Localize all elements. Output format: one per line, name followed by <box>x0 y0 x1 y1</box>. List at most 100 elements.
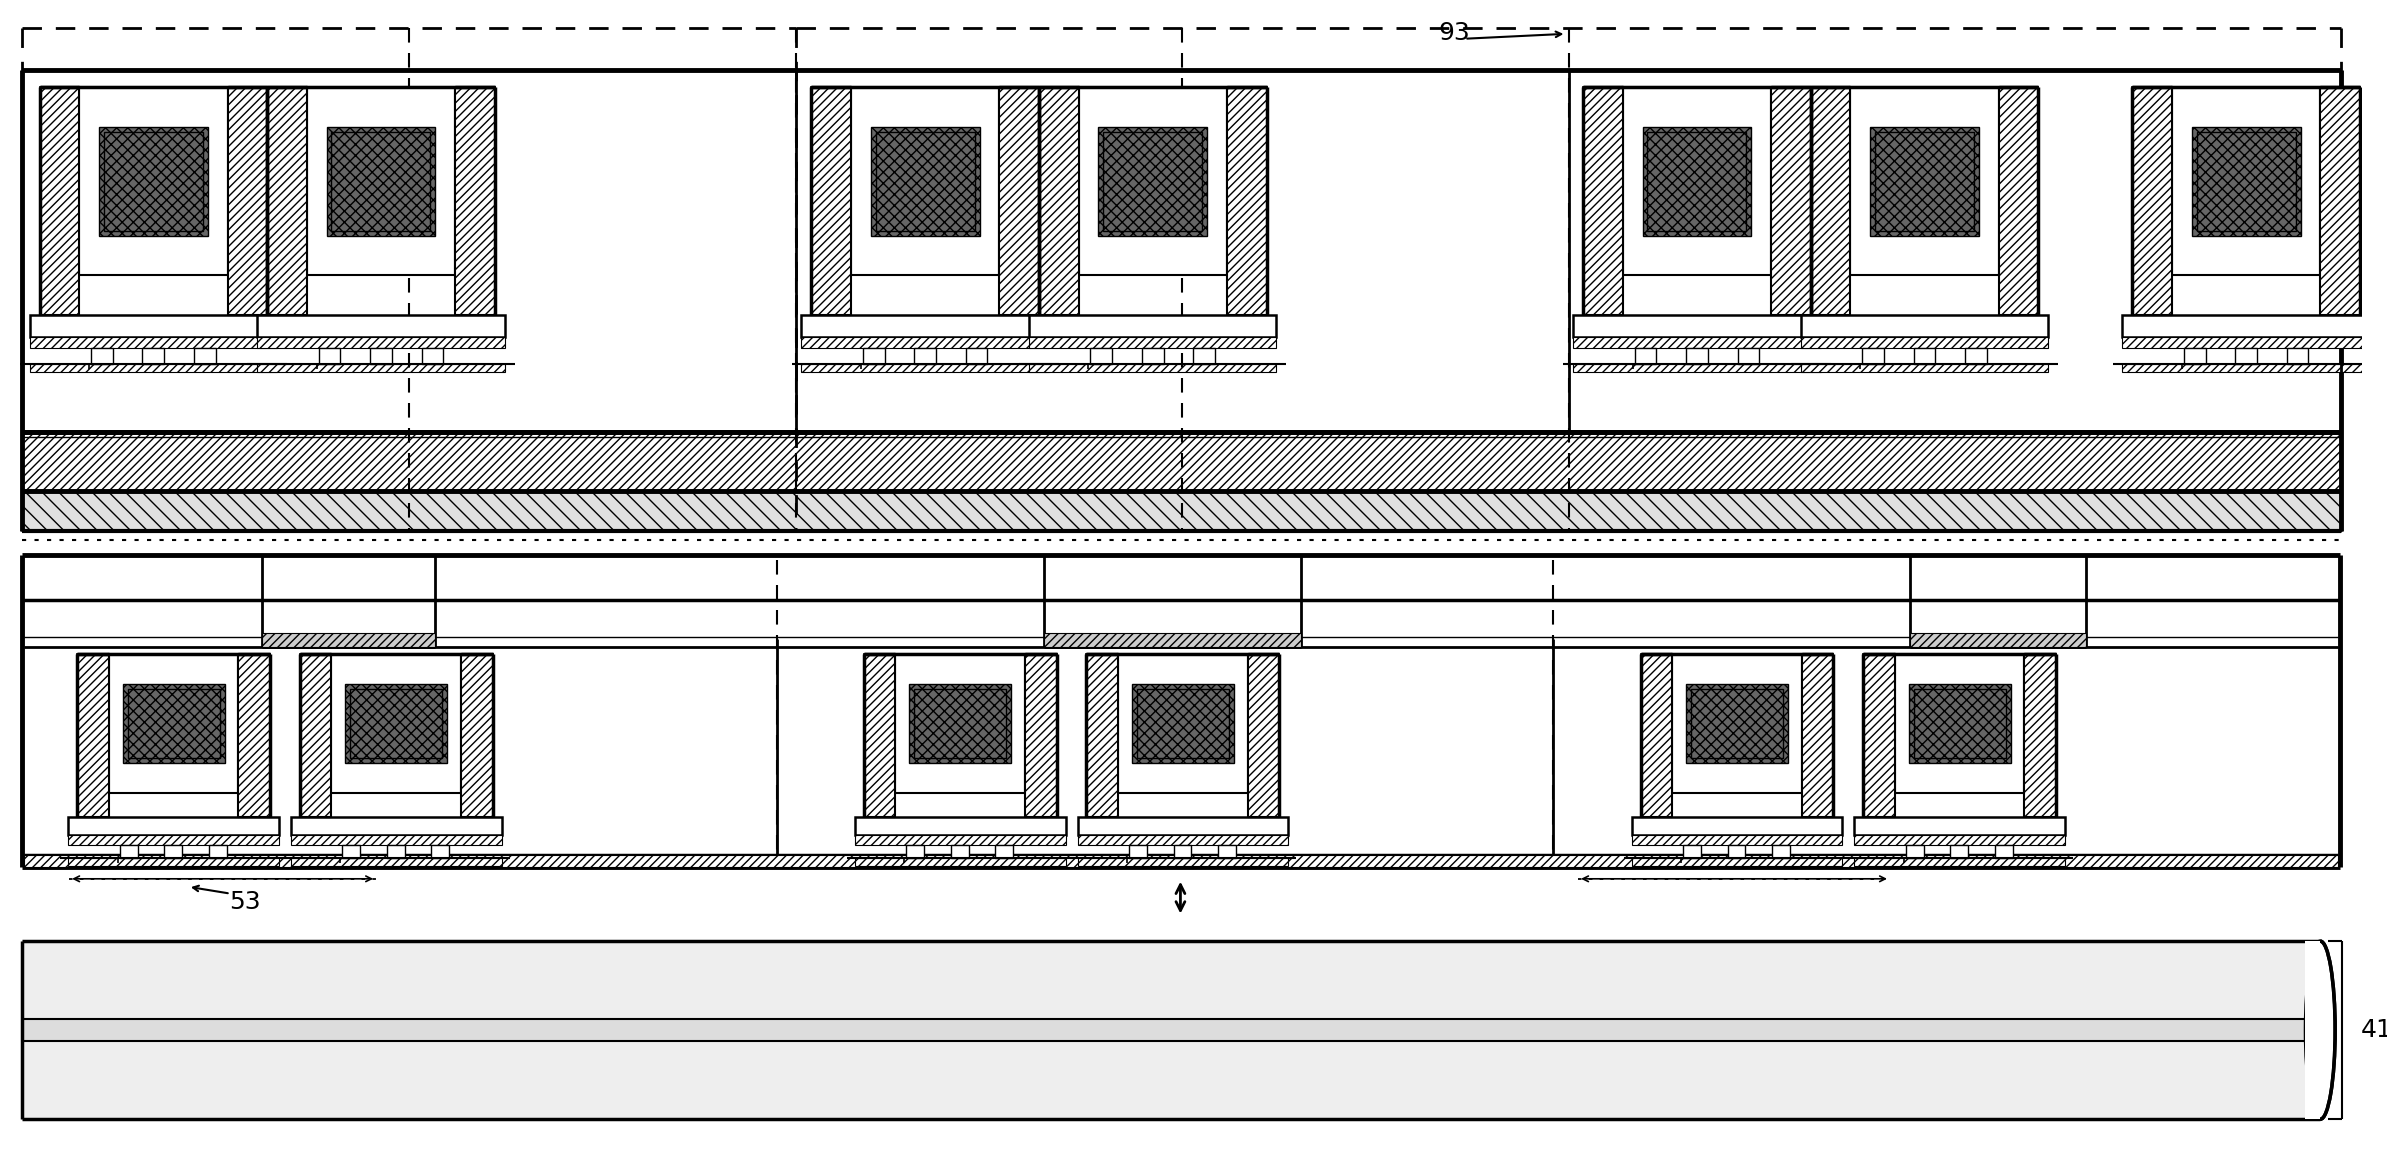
Bar <box>69 858 279 866</box>
Bar <box>2196 132 2296 230</box>
Bar <box>387 845 406 858</box>
Bar <box>1771 87 1812 315</box>
Bar <box>1690 689 1783 758</box>
Bar <box>1136 689 1229 758</box>
Bar <box>1227 87 1267 315</box>
Bar <box>432 845 449 858</box>
Bar <box>1800 337 2048 349</box>
Bar <box>1174 845 1191 858</box>
Bar <box>1914 689 2005 758</box>
Bar <box>2184 349 2206 365</box>
Bar <box>24 855 2339 867</box>
Bar <box>1077 858 1289 866</box>
Bar <box>1633 835 1843 845</box>
Bar <box>1029 315 1277 337</box>
Bar <box>1248 654 1279 818</box>
Bar <box>2306 941 2320 1120</box>
Bar <box>1685 684 1788 763</box>
Bar <box>41 87 79 315</box>
Bar <box>258 315 504 337</box>
Bar <box>21 1019 2320 1041</box>
Bar <box>79 87 227 276</box>
Bar <box>1771 845 1790 858</box>
Bar <box>1024 654 1057 818</box>
Bar <box>812 87 850 315</box>
Bar <box>850 87 1000 276</box>
Bar <box>461 654 492 818</box>
Ellipse shape <box>2306 941 2334 1120</box>
Bar <box>1091 349 1112 365</box>
Bar <box>1802 654 1833 818</box>
Bar <box>2024 654 2055 818</box>
Bar <box>98 127 208 236</box>
Bar <box>1965 349 1986 365</box>
Bar <box>351 689 442 758</box>
Bar <box>1029 365 1277 372</box>
Bar <box>105 132 203 230</box>
Bar <box>1077 818 1289 835</box>
Bar <box>21 555 2339 867</box>
Bar <box>29 337 277 349</box>
Bar <box>1194 349 1215 365</box>
Bar <box>21 491 2342 530</box>
Bar <box>1103 132 1203 230</box>
Bar <box>258 365 504 372</box>
Bar <box>76 654 110 818</box>
Bar <box>341 845 360 858</box>
Bar <box>1914 349 1936 365</box>
Bar <box>69 818 279 835</box>
Bar <box>2122 337 2370 349</box>
Bar <box>1000 87 1038 315</box>
Bar <box>91 349 112 365</box>
Bar <box>110 654 239 793</box>
Bar <box>21 71 2342 432</box>
Bar <box>1895 654 2024 793</box>
Bar <box>127 689 220 758</box>
Bar <box>291 818 501 835</box>
Bar <box>143 349 165 365</box>
Bar <box>1685 349 1707 365</box>
Bar <box>1633 818 1843 835</box>
Bar <box>1855 835 2065 845</box>
Bar <box>1864 654 1895 818</box>
Bar <box>208 845 227 858</box>
Bar <box>1910 684 2010 763</box>
Bar <box>2191 127 2301 236</box>
Bar <box>1117 654 1248 793</box>
Bar <box>1573 315 1821 337</box>
Bar <box>1633 858 1843 866</box>
Bar <box>1038 87 1079 315</box>
Bar <box>1738 349 1759 365</box>
Bar <box>1098 127 1208 236</box>
Bar <box>1086 654 1117 818</box>
Bar <box>122 684 224 763</box>
Bar <box>332 132 430 230</box>
Bar <box>895 654 1024 793</box>
Bar <box>1131 684 1234 763</box>
Bar <box>1573 337 1821 349</box>
Bar <box>2132 87 2172 315</box>
Bar <box>29 315 277 337</box>
Bar <box>119 845 138 858</box>
Bar <box>1850 87 1998 276</box>
Bar <box>1077 835 1289 845</box>
Bar <box>967 349 988 365</box>
Bar <box>2122 365 2370 372</box>
Bar <box>1079 87 1227 276</box>
Bar <box>291 858 501 866</box>
Bar <box>1855 858 2065 866</box>
Bar <box>1217 845 1236 858</box>
Bar <box>239 654 270 818</box>
Bar <box>1800 315 2048 337</box>
Bar <box>29 365 277 372</box>
Bar <box>2320 87 2361 315</box>
Bar <box>263 633 434 647</box>
Bar <box>456 87 494 315</box>
Bar <box>267 87 308 315</box>
Bar <box>871 127 979 236</box>
Bar <box>308 87 456 276</box>
Bar <box>327 127 434 236</box>
Bar <box>1640 654 1673 818</box>
Bar <box>317 349 341 365</box>
Bar <box>2234 349 2258 365</box>
